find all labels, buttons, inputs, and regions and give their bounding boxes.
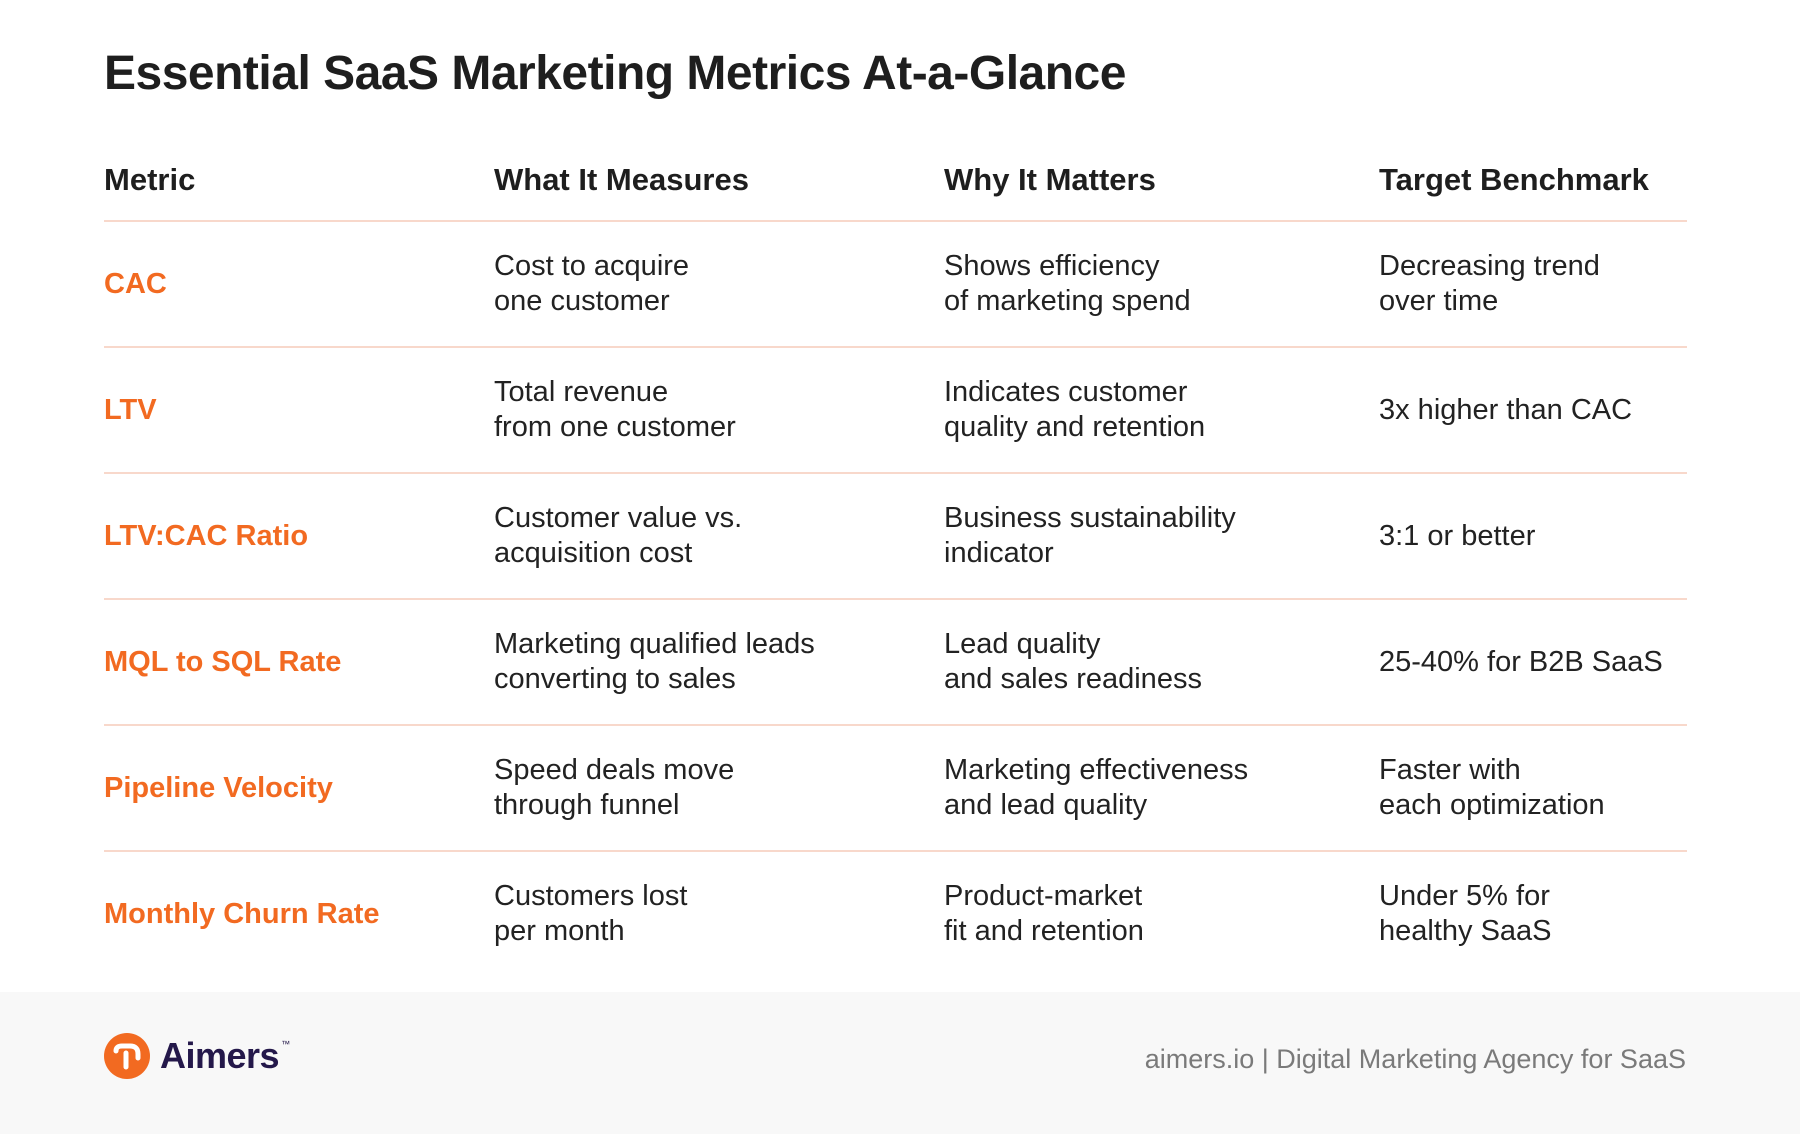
column-header-metric: Metric — [104, 162, 196, 198]
metric-name: CAC — [104, 267, 167, 300]
aimers-logo-icon — [104, 1033, 150, 1079]
table-row: Monthly Churn Rate Customers lost per mo… — [104, 852, 1687, 976]
metric-benchmark: 3:1 or better — [1379, 519, 1536, 552]
metric-matters: Marketing effectiveness and lead quality — [944, 754, 1249, 821]
metric-name: MQL to SQL Rate — [104, 645, 342, 678]
metric-name: Pipeline Velocity — [104, 771, 333, 804]
trademark-symbol: ™ — [281, 1039, 291, 1049]
metric-matters: Product-market fit and retention — [944, 880, 1144, 947]
metric-benchmark: Faster with each optimization — [1379, 754, 1605, 821]
metric-name: LTV — [104, 393, 157, 426]
brand-name: Aimers — [160, 1035, 280, 1076]
table-row: MQL to SQL Rate Marketing qualified lead… — [104, 600, 1687, 726]
metric-measures: Total revenue from one customer — [494, 376, 736, 443]
metric-name: LTV:CAC Ratio — [104, 519, 309, 552]
metric-matters: Business sustainability indicator — [944, 502, 1236, 569]
metric-benchmark: Under 5% for healthy SaaS — [1379, 880, 1552, 947]
footer: Aimers ™ aimers.io | Digital Marketing A… — [0, 992, 1800, 1134]
metric-matters: Indicates customer quality and retention — [944, 376, 1206, 443]
page-title: Essential SaaS Marketing Metrics At-a-Gl… — [104, 47, 1126, 100]
metric-name: Monthly Churn Rate — [104, 897, 380, 930]
table-row: Pipeline Velocity Speed deals move throu… — [104, 726, 1687, 852]
metric-measures: Customers lost per month — [494, 880, 688, 947]
metric-matters: Shows efficiency of marketing spend — [944, 250, 1191, 317]
metric-benchmark: 3x higher than CAC — [1379, 393, 1633, 426]
column-header-why-it-matters: Why It Matters — [944, 162, 1156, 198]
metric-benchmark: 25-40% for B2B SaaS — [1379, 645, 1663, 678]
footer-tagline: aimers.io | Digital Marketing Agency for… — [1144, 1044, 1686, 1074]
column-header-what-it-measures: What It Measures — [494, 162, 749, 198]
metric-measures: Customer value vs. acquisition cost — [494, 502, 743, 569]
table-row: LTV:CAC Ratio Customer value vs. acquisi… — [104, 474, 1687, 600]
brand-logo: Aimers ™ — [104, 1033, 290, 1079]
table-row: CAC Cost to acquire one customer Shows e… — [104, 222, 1687, 348]
table-row: LTV Total revenue from one customer Indi… — [104, 348, 1687, 474]
metric-measures: Cost to acquire one customer — [494, 250, 690, 317]
table-header-row: Metric What It Measures Why It Matters T… — [104, 140, 1687, 222]
metrics-table: Metric What It Measures Why It Matters T… — [104, 140, 1687, 976]
metric-measures: Marketing qualified leads converting to … — [494, 628, 815, 695]
metric-measures: Speed deals move through funnel — [494, 754, 735, 821]
column-header-target-benchmark: Target Benchmark — [1379, 162, 1649, 198]
metric-matters: Lead quality and sales readiness — [944, 628, 1202, 695]
metric-benchmark: Decreasing trend over time — [1379, 250, 1600, 317]
